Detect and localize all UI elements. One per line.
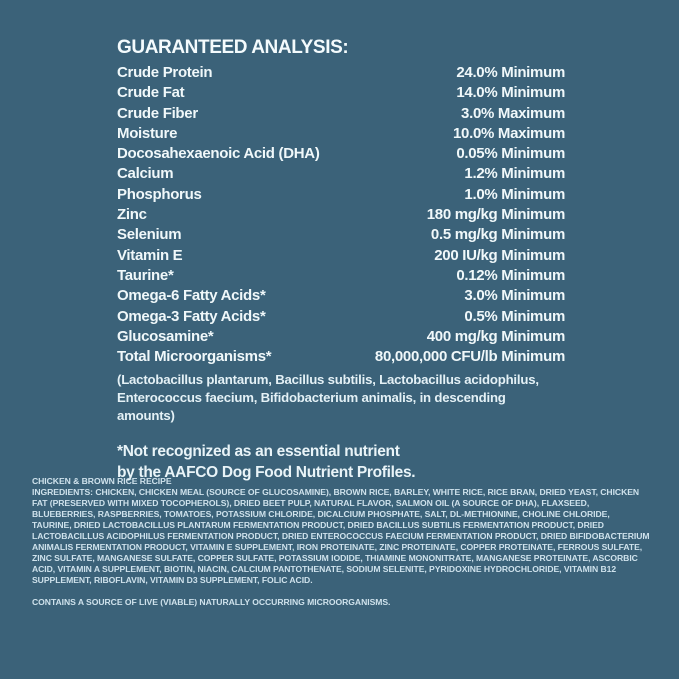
analysis-row: Total Microorganisms* 80,000,000 CFU/lb … bbox=[117, 347, 565, 367]
nutrient-value: 0.12% Minimum bbox=[456, 266, 565, 284]
nutrient-value: 14.0% Minimum bbox=[456, 84, 565, 102]
analysis-row: Docosahexaenoic Acid (DHA) 0.05% Minimum bbox=[117, 144, 565, 164]
guaranteed-analysis-panel: GUARANTEED ANALYSIS: Crude Protein 24.0%… bbox=[117, 37, 565, 483]
microorganisms-note-line2: Enterococcus faecium, Bifidobacterium an… bbox=[117, 390, 506, 424]
analysis-row: Glucosamine* 400 mg/kg Minimum bbox=[117, 327, 565, 347]
nutrient-value: 0.5 mg/kg Minimum bbox=[430, 226, 565, 244]
nutrient-label: Crude Protein bbox=[117, 64, 213, 81]
analysis-row: Phosphorus 1.0% Minimum bbox=[117, 185, 565, 205]
nutrient-value: 0.5% Minimum bbox=[464, 307, 565, 325]
analysis-row: Crude Fat 14.0% Minimum bbox=[117, 83, 565, 103]
nutrient-label: Phosphorus bbox=[117, 185, 202, 203]
nutrient-label: Omega-3 Fatty Acids* bbox=[117, 307, 266, 325]
aafco-footnote: *Not recognized as an essential nutrient… bbox=[117, 442, 565, 483]
analysis-row: Selenium 0.5 mg/kg Minimum bbox=[117, 225, 565, 245]
analysis-row: Crude Protein 24.0% Minimum bbox=[117, 63, 565, 83]
nutrient-label: Docosahexaenoic Acid (DHA) bbox=[117, 145, 320, 163]
nutrient-label: Calcium bbox=[117, 165, 174, 183]
aafco-footnote-line2: by the AAFCO Dog Food Nutrient Profiles. bbox=[117, 463, 416, 481]
ingredients-label: INGREDIENTS: bbox=[32, 487, 93, 497]
nutrient-label: Total Microorganisms* bbox=[117, 348, 272, 366]
nutrient-value: 10.0% Maximum bbox=[453, 124, 565, 142]
nutrient-value: 24.0% Minimum bbox=[456, 64, 565, 81]
nutrient-value: 3.0% Minimum bbox=[464, 287, 565, 305]
nutrient-value: 180 mg/kg Minimum bbox=[426, 206, 566, 224]
analysis-row: Omega-3 Fatty Acids* 0.5% Minimum bbox=[117, 307, 565, 327]
nutrient-value: 1.2% Minimum bbox=[464, 165, 565, 183]
nutrient-label: Crude Fiber bbox=[117, 104, 198, 122]
nutrient-label: Crude Fat bbox=[117, 84, 185, 102]
nutrient-value: 80,000,000 CFU/lb Minimum bbox=[374, 348, 565, 366]
nutrient-label: Vitamin E bbox=[117, 246, 183, 264]
analysis-row: Moisture 10.0% Maximum bbox=[117, 124, 565, 144]
ingredients-section: CHICKEN & BROWN RICE RECIPE INGREDIENTS:… bbox=[32, 476, 650, 617]
nutrient-label: Taurine* bbox=[117, 266, 174, 284]
nutrient-value: 3.0% Maximum bbox=[461, 104, 565, 122]
nutrient-label: Selenium bbox=[117, 226, 182, 244]
analysis-row: Calcium 1.2% Minimum bbox=[117, 164, 565, 184]
microorganisms-note: (Lactobacillus plantarum, Bacillus subti… bbox=[117, 371, 565, 425]
analysis-row: Taurine* 0.12% Minimum bbox=[117, 266, 565, 286]
nutrient-label: Glucosamine* bbox=[117, 327, 214, 345]
analysis-row: Omega-6 Fatty Acids* 3.0% Minimum bbox=[117, 286, 565, 306]
analysis-row: Zinc 180 mg/kg Minimum bbox=[117, 205, 565, 225]
microorganisms-note-line1: (Lactobacillus plantarum, Bacillus subti… bbox=[117, 372, 539, 388]
analysis-row: Crude Fiber 3.0% Maximum bbox=[117, 104, 565, 124]
nutrient-value: 200 IU/kg Minimum bbox=[434, 246, 565, 264]
guaranteed-analysis-header: GUARANTEED ANALYSIS: bbox=[117, 37, 349, 58]
nutrient-value: 0.05% Minimum bbox=[456, 145, 565, 163]
nutrient-value: 400 mg/kg Minimum bbox=[426, 327, 566, 345]
analysis-row: Vitamin E 200 IU/kg Minimum bbox=[117, 246, 565, 266]
ingredients-list: CHICKEN, CHICKEN MEAL (SOURCE OF GLUCOSA… bbox=[32, 487, 650, 585]
nutrient-label: Zinc bbox=[117, 206, 147, 224]
recipe-title: CHICKEN & BROWN RICE RECIPE bbox=[32, 476, 172, 486]
nutrient-label: Omega-6 Fatty Acids* bbox=[117, 287, 266, 305]
nutrient-label: Moisture bbox=[117, 124, 178, 142]
ingredients-paragraph: INGREDIENTS: CHICKEN, CHICKEN MEAL (SOUR… bbox=[32, 487, 650, 586]
contains-note: CONTAINS A SOURCE OF LIVE (VIABLE) NATUR… bbox=[32, 597, 391, 607]
aafco-footnote-line1: *Not recognized as an essential nutrient bbox=[117, 443, 400, 461]
nutrient-value: 1.0% Minimum bbox=[464, 185, 565, 203]
